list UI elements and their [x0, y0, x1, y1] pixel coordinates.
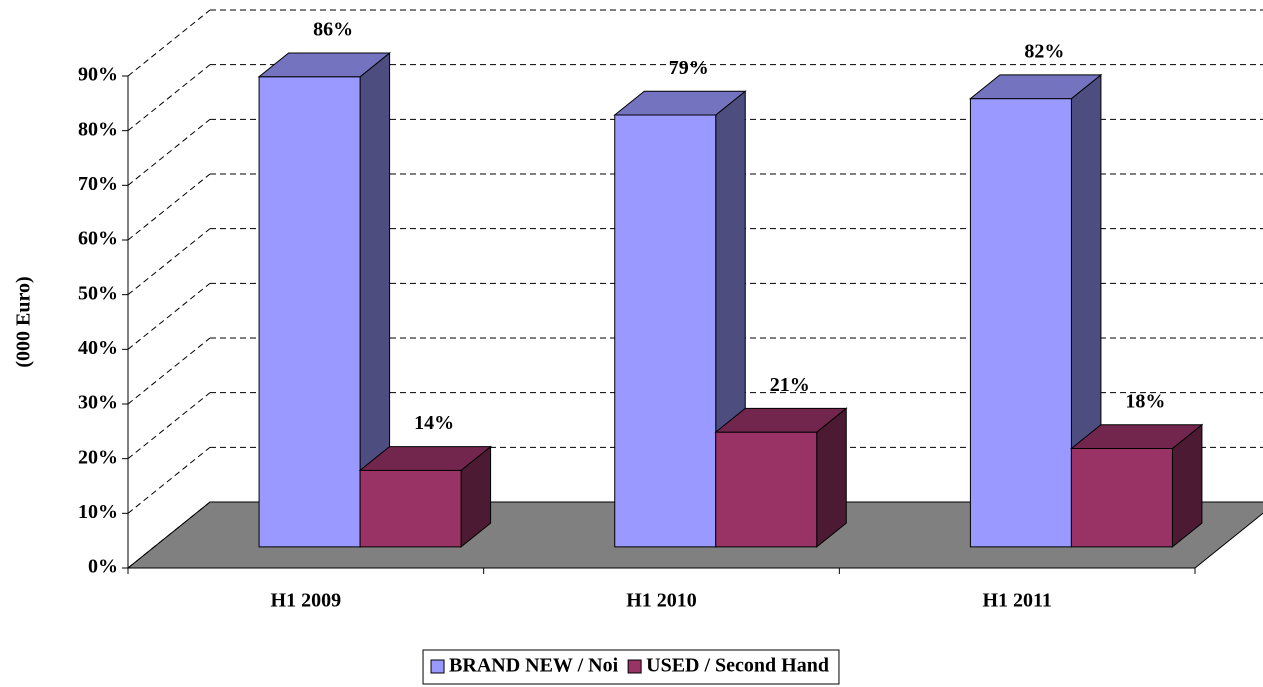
y-tick-label: 50% — [78, 282, 118, 304]
data-label: 82% — [1024, 40, 1064, 62]
grid-diagonal — [127, 446, 211, 514]
y-tick-label: 70% — [78, 173, 118, 195]
y-tick-label: 30% — [78, 392, 118, 414]
bar — [1069, 423, 1204, 548]
grid-diagonal — [127, 64, 211, 132]
grid-diagonal — [127, 501, 211, 569]
y-tick-label: 80% — [78, 118, 118, 140]
legend-label: USED / Second Hand — [646, 655, 829, 677]
bar-front — [359, 469, 462, 548]
x-tick-label: H1 2011 — [982, 590, 1051, 612]
bar — [968, 73, 1103, 548]
x-tick-label: H1 2010 — [626, 590, 697, 612]
y-axis-title: (000 Euro) — [13, 276, 35, 367]
x-tick-label: H1 2009 — [271, 590, 342, 612]
y-tick-label: 60% — [78, 228, 118, 250]
bar-front — [715, 431, 818, 548]
grid-diagonal — [127, 173, 211, 241]
y-tick-label: 90% — [78, 64, 118, 86]
y-tick-label: 40% — [78, 337, 118, 359]
bar-front — [258, 76, 361, 548]
bar-top — [257, 52, 392, 78]
bar-front — [1070, 447, 1173, 548]
bar-top — [613, 90, 747, 116]
bar-top — [714, 407, 848, 433]
y-tick-label: 0% — [88, 556, 118, 578]
grid-diagonal — [127, 118, 211, 186]
bar-top — [358, 446, 493, 471]
bar-front — [614, 114, 717, 548]
grid-diagonal — [127, 228, 211, 296]
bar-front — [969, 98, 1072, 548]
y-tick-label: 10% — [78, 501, 118, 523]
grid-diagonal — [127, 9, 211, 77]
data-label: 86% — [313, 19, 353, 41]
bar — [714, 407, 848, 548]
bar-top — [968, 74, 1103, 100]
bar-top — [1069, 424, 1204, 449]
data-label: 14% — [414, 412, 454, 434]
data-label: 21% — [770, 374, 810, 396]
grid-diagonal — [127, 392, 211, 460]
legend: BRAND NEW / Noi USED / Second Hand — [422, 649, 840, 685]
bar — [358, 445, 493, 548]
data-label: 79% — [669, 57, 709, 79]
legend-label: BRAND NEW / Noi — [449, 655, 619, 677]
y-tick-label: 20% — [78, 446, 118, 468]
legend-swatch — [627, 659, 642, 674]
grid-diagonal — [127, 337, 211, 405]
legend-swatch — [430, 659, 445, 674]
grid-diagonal — [127, 282, 211, 350]
data-label: 18% — [1125, 390, 1165, 412]
